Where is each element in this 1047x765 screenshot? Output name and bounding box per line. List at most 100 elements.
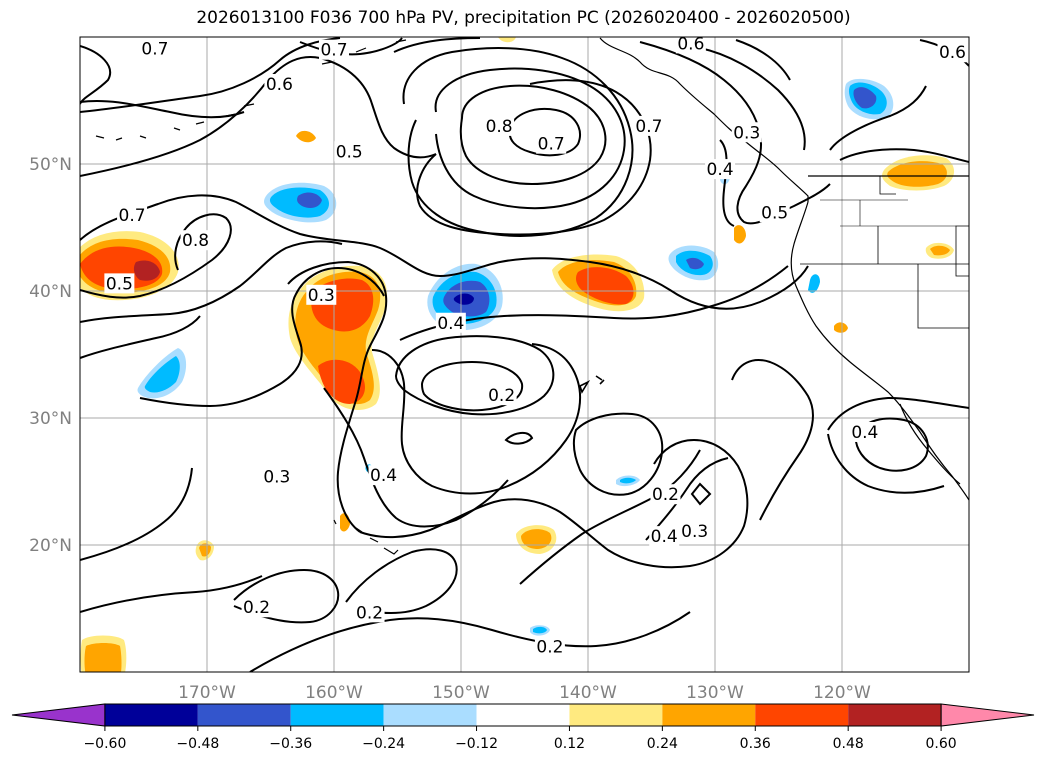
- contour-label-bg: [937, 42, 968, 63]
- contour-label-bg: [534, 636, 565, 657]
- pv-contour: [519, 449, 701, 585]
- colorbar-bin: [755, 704, 849, 726]
- pv-contour: [639, 41, 831, 225]
- contour-label: 0.4: [370, 466, 397, 486]
- contour-label: 0.6: [266, 75, 293, 95]
- contour-label-bg: [241, 597, 272, 618]
- pv-contour: [416, 79, 652, 236]
- contour-label: 0.7: [635, 117, 662, 137]
- coastline: [599, 37, 809, 202]
- pv-contour: [399, 265, 789, 341]
- colorbar-bin: [476, 704, 570, 726]
- precip-blob: [296, 130, 316, 143]
- pv-contour: [827, 396, 969, 431]
- pv-contour: [80, 240, 343, 323]
- precip-blob: [84, 643, 122, 672]
- colorbar-bin: [662, 704, 756, 726]
- pv-contour: [839, 148, 969, 163]
- contour-label-bg: [649, 526, 680, 547]
- lon-tick-label: 140°W: [559, 683, 617, 703]
- contour-label: 0.4: [707, 160, 734, 180]
- contour-label-bg: [633, 115, 664, 136]
- border-line: [877, 225, 969, 329]
- border-line: [820, 199, 956, 227]
- contour-label-layer: 0.7 0.70.60.6 0.60.50.80.70.7 0.30.40.50.70…: [104, 34, 968, 658]
- contour-label: 0.5: [761, 203, 788, 223]
- pv-contour: [80, 56, 437, 177]
- colorbar-tick-label: −0.48: [176, 736, 219, 752]
- precip-blob: [552, 254, 645, 312]
- pv-contour: [393, 37, 481, 53]
- contour-label-bg: [650, 484, 681, 505]
- pv-contour: [80, 315, 201, 359]
- contour-label: 0.8: [182, 231, 209, 251]
- colorbar-frame: [104, 703, 942, 727]
- contour-label: 0.3: [733, 123, 760, 143]
- contour-label-bg: [117, 204, 148, 225]
- lon-tick-label: 130°W: [686, 683, 744, 703]
- contour-label-bg: [180, 230, 211, 251]
- lon-tick-label: 170°W: [178, 683, 236, 703]
- contour-label: 0.6: [677, 34, 704, 54]
- contour-label-bg: [705, 159, 736, 180]
- contour-label-bg: [536, 133, 567, 154]
- lat-tick-label: 20°N: [29, 536, 72, 556]
- pv-contour: [323, 387, 509, 528]
- map-title: 2026013100 F036 700 hPa PV, precipitatio…: [196, 8, 851, 28]
- contour-label: 0.3: [681, 522, 708, 542]
- pv-contour: [80, 45, 111, 105]
- precip-blob: [930, 245, 950, 256]
- pv-contour: [80, 575, 263, 613]
- colorbar-bin: [848, 704, 942, 726]
- island: [579, 375, 605, 394]
- pv-contour: [394, 335, 555, 416]
- precip-blob: [199, 543, 211, 557]
- pv-contour: [299, 37, 403, 56]
- precip-blob: [808, 274, 820, 293]
- lat-tick-label: 30°N: [29, 409, 72, 429]
- contour-label-bg: [139, 38, 170, 59]
- colorbar-tick-label: 0.60: [926, 736, 957, 752]
- pv-contour: [345, 548, 458, 614]
- contour-label: 0.3: [263, 467, 290, 487]
- colorbar-extend-min: [11, 703, 106, 727]
- colorbar-tick-label: −0.36: [269, 736, 312, 752]
- colorbar-extend-max: [940, 703, 1035, 727]
- contour-label-bg: [104, 273, 135, 294]
- axis-labels: 170°W 160°W 150°W 140°W 130°W 120°W 20°N 30°N 40…: [29, 155, 871, 703]
- pv-contour: [371, 343, 582, 495]
- colorbar-bin: [290, 704, 384, 726]
- pv-contour: [359, 438, 749, 569]
- colorbar-bin: [569, 704, 663, 726]
- contour-label: 0.4: [651, 527, 678, 547]
- pv-contour: [287, 260, 388, 533]
- colorbar-tick-label: 0.12: [554, 736, 585, 752]
- contour-label-bg: [319, 39, 349, 60]
- precip-blob: [620, 477, 636, 484]
- pv-contour: [434, 67, 626, 210]
- contour-label-bg: [435, 312, 466, 333]
- contour-label: 0.2: [536, 638, 563, 658]
- pv-contour: [719, 139, 735, 227]
- precip-blob: [834, 322, 848, 333]
- pv-contour: [80, 467, 193, 561]
- lon-tick-label: 120°W: [813, 683, 871, 703]
- pv-contour: [731, 359, 814, 521]
- precip-blob: [521, 529, 552, 549]
- contour-label-bg: [306, 284, 337, 305]
- contour-label: 0.5: [336, 142, 363, 162]
- precip-blob: [498, 37, 516, 43]
- pv-contour: [829, 85, 927, 151]
- pv-contour: [699, 47, 806, 151]
- precip-blob: [668, 245, 719, 281]
- pv-contour: [139, 266, 385, 408]
- contour-label: 0.4: [437, 314, 464, 334]
- colorbar-tick-label: −0.60: [83, 736, 126, 752]
- colorbar-bin: [383, 704, 477, 726]
- pv-contour: [690, 482, 712, 506]
- contour-label: 0.2: [356, 603, 383, 623]
- contour-label-bg: [264, 73, 295, 94]
- pv-contour: [80, 99, 245, 119]
- pv-contour: [80, 194, 809, 310]
